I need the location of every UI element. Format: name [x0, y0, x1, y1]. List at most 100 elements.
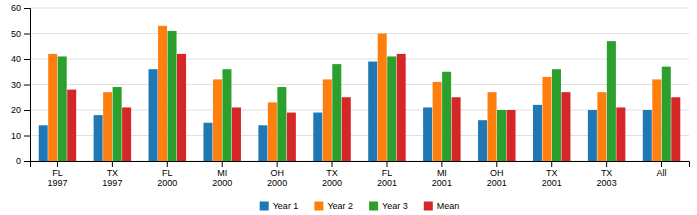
- bar: [507, 110, 516, 161]
- legend: Year 1 Year 2 Year 3 Mean: [260, 201, 460, 211]
- tick-label: TX2000: [322, 168, 342, 188]
- legend-label: Year 3: [382, 201, 408, 211]
- tick-mark: [24, 85, 30, 86]
- legend-label: Mean: [437, 201, 460, 211]
- bar: [122, 107, 131, 161]
- bar: [542, 77, 551, 161]
- tick-label-line: All: [657, 168, 667, 178]
- bar-series: [39, 62, 652, 161]
- tick-mark: [441, 161, 442, 167]
- bar: [671, 97, 680, 161]
- tick: FL2001: [377, 161, 397, 188]
- axis-line: [31, 162, 690, 168]
- tick-label: TX2001: [542, 168, 562, 188]
- legend-swatch: [369, 202, 378, 211]
- tick: MI2000: [212, 161, 232, 188]
- tick-mark: [24, 136, 30, 137]
- tick-label: MI2001: [432, 168, 452, 188]
- bar: [342, 97, 351, 161]
- bar: [158, 26, 167, 161]
- tick-label-line: FL: [162, 168, 173, 178]
- tick-label: OH2001: [487, 168, 507, 188]
- tick: TX2000: [322, 161, 342, 188]
- tick: TX1997: [102, 161, 122, 188]
- bar: [387, 56, 396, 161]
- tick-label: TX2003: [597, 168, 617, 188]
- bar: [168, 31, 177, 161]
- bar-series: [48, 26, 661, 161]
- bar: [232, 107, 241, 161]
- tick-label-line: FL: [382, 168, 393, 178]
- tick: FL2000: [157, 161, 177, 188]
- tick-mark: [222, 161, 223, 167]
- tick-mark: [24, 110, 30, 111]
- tick-mark: [332, 161, 333, 167]
- tick-label-line: FL: [52, 168, 63, 178]
- tick-mark: [24, 161, 30, 162]
- bar: [652, 79, 661, 161]
- axis-line: [24, 9, 31, 162]
- tick-label-line: 2000: [322, 178, 342, 188]
- tick-mark: [24, 34, 30, 35]
- tick: 50: [11, 29, 30, 39]
- bar: [213, 79, 222, 161]
- tick: TX2001: [542, 161, 562, 188]
- tick-label-line: TX: [326, 168, 338, 178]
- tick: OH2000: [267, 161, 287, 188]
- tick-label-line: 2000: [212, 178, 232, 188]
- bar: [433, 82, 442, 161]
- legend-swatch: [424, 202, 433, 211]
- bar: [478, 120, 487, 161]
- tick-label: 60: [11, 3, 21, 13]
- legend-label: Year 1: [273, 201, 299, 211]
- chart: 0102030405060FL1997TX1997FL2000MI2000OH2…: [0, 0, 697, 215]
- legend-item: Mean: [424, 201, 460, 211]
- tick-label: FL1997: [47, 168, 67, 188]
- legend-item: Year 3: [369, 201, 408, 211]
- tick-label-line: TX: [546, 168, 558, 178]
- tick: 20: [11, 105, 30, 115]
- legend-item: Year 2: [314, 201, 353, 211]
- tick-mark: [24, 8, 30, 9]
- tick-label: TX1997: [102, 168, 122, 188]
- tick-label-line: 2000: [267, 178, 287, 188]
- tick-label-line: MI: [437, 168, 447, 178]
- bar: [177, 54, 186, 161]
- bar: [268, 102, 277, 161]
- legend-label: Year 2: [327, 201, 353, 211]
- bar: [67, 90, 76, 161]
- bar: [662, 67, 671, 161]
- tick-label: FL2000: [157, 168, 177, 188]
- tick-label: 10: [11, 131, 21, 141]
- bar: [149, 69, 158, 161]
- grid: [30, 8, 689, 161]
- tick-mark: [551, 161, 552, 167]
- legend-item: Year 1: [260, 201, 299, 211]
- bar: [442, 72, 451, 161]
- tick-label-line: TX: [601, 168, 613, 178]
- tick-label-line: TX: [107, 168, 119, 178]
- bar: [533, 105, 542, 161]
- bar: [113, 87, 122, 161]
- x-axis: FL1997TX1997FL2000MI2000OH2000TX2000FL20…: [31, 161, 690, 188]
- bar: [58, 56, 67, 161]
- tick: 0: [16, 156, 30, 166]
- tick-label-line: 2001: [432, 178, 452, 188]
- tick: 30: [11, 80, 30, 90]
- tick: 10: [11, 131, 30, 141]
- tick-label: 50: [11, 29, 21, 39]
- tick-label-line: 2001: [487, 178, 507, 188]
- tick-label-line: 1997: [47, 178, 67, 188]
- tick-label-line: OH: [490, 168, 504, 178]
- bar: [222, 69, 231, 161]
- tick: OH2001: [487, 161, 507, 188]
- tick-label: FL2001: [377, 168, 397, 188]
- bar: [368, 62, 377, 161]
- tick-label-line: MI: [217, 168, 227, 178]
- bar: [313, 113, 322, 161]
- bar: [48, 54, 57, 161]
- tick-label: 20: [11, 105, 21, 115]
- bar: [552, 69, 561, 161]
- tick-mark: [112, 161, 113, 167]
- grid-line: [30, 33, 689, 34]
